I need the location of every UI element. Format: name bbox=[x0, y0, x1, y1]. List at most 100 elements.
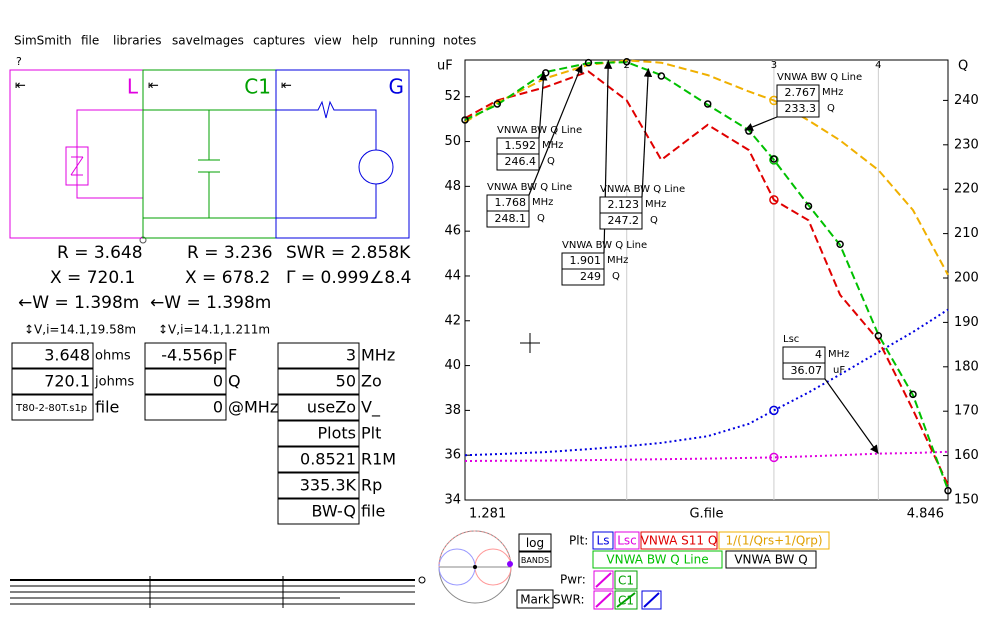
menu-item[interactable]: notes bbox=[443, 34, 476, 48]
field-value: useZo bbox=[307, 398, 356, 417]
block-arrow: ⇤ bbox=[281, 79, 292, 94]
annotation-unit: Q bbox=[650, 215, 658, 226]
field-value: Plots bbox=[318, 424, 357, 443]
y-axis-label: uF bbox=[437, 59, 453, 74]
field-unit: file bbox=[95, 398, 119, 417]
annotation-unit: uF bbox=[833, 365, 845, 376]
menu-item[interactable]: running bbox=[389, 34, 435, 48]
field-unit: ohms bbox=[95, 349, 131, 364]
help: ? bbox=[16, 55, 22, 68]
field-box[interactable] bbox=[277, 394, 360, 421]
data-point bbox=[909, 390, 917, 399]
cursor-cross bbox=[520, 333, 540, 353]
series-line bbox=[464, 59, 949, 276]
top-tick-label: 3 bbox=[771, 60, 777, 71]
field-value: 50 bbox=[336, 372, 356, 391]
field-unit: @MHz bbox=[228, 398, 278, 417]
field-box[interactable] bbox=[277, 472, 360, 499]
data-point bbox=[622, 58, 631, 66]
field-box[interactable] bbox=[11, 368, 94, 395]
annotation-unit: Q bbox=[537, 213, 545, 224]
field-box[interactable] bbox=[11, 342, 94, 369]
y-tick-label: 50 bbox=[444, 134, 461, 149]
button[interactable] bbox=[518, 551, 552, 568]
annotation-unit: MHz bbox=[828, 349, 849, 360]
readout: ←W = 1.398m bbox=[150, 293, 271, 313]
y2-tick-label: 160 bbox=[954, 448, 979, 463]
series-line bbox=[464, 61, 949, 491]
readout: Γ = 0.999∠8.4 bbox=[286, 268, 411, 288]
legend-item[interactable] bbox=[614, 531, 640, 550]
field-unit: V_ bbox=[361, 398, 381, 418]
field-unit: F bbox=[228, 346, 237, 365]
annotation-value: 233.3 bbox=[785, 102, 817, 115]
strip-panel bbox=[10, 576, 426, 608]
series-line bbox=[464, 70, 949, 486]
menu-item[interactable]: file bbox=[81, 34, 99, 48]
toggle-slash bbox=[595, 592, 612, 608]
field-box[interactable] bbox=[277, 446, 360, 473]
y2-axis-label: Q bbox=[958, 59, 968, 74]
data-point bbox=[836, 240, 844, 249]
annotation-arrow bbox=[528, 64, 583, 196]
menu-item[interactable]: help bbox=[352, 34, 378, 48]
field-box[interactable] bbox=[277, 368, 360, 395]
annotation-freq: 2.123 bbox=[608, 198, 640, 211]
y-tick-label: 52 bbox=[444, 89, 461, 104]
data-point bbox=[804, 202, 813, 210]
button[interactable] bbox=[516, 589, 554, 609]
y2-tick-label: 200 bbox=[954, 271, 979, 286]
toggle bbox=[614, 570, 638, 590]
readout: SWR = 2.858K bbox=[286, 243, 411, 263]
toggle-label: C1 bbox=[618, 594, 634, 608]
legend-item[interactable] bbox=[592, 550, 723, 569]
y-tick-label: 48 bbox=[444, 179, 461, 194]
x-tick-label: 1.281 bbox=[469, 507, 506, 522]
field-box[interactable] bbox=[277, 420, 360, 447]
button-label: log bbox=[526, 536, 544, 550]
legend-item[interactable] bbox=[718, 531, 830, 550]
readout: X = 720.1 bbox=[50, 268, 135, 288]
toggle-slash bbox=[643, 592, 660, 608]
y2-tick-label: 230 bbox=[954, 137, 979, 152]
cursor-marker bbox=[769, 452, 779, 463]
field-unit: Q bbox=[228, 372, 241, 391]
field-box[interactable] bbox=[11, 394, 94, 421]
legend-item[interactable] bbox=[725, 550, 817, 569]
annotation-arrow bbox=[538, 71, 548, 139]
block-label: C1 bbox=[244, 75, 271, 99]
field-unit: johms bbox=[94, 375, 134, 390]
menu-item[interactable]: SimSmith bbox=[14, 34, 72, 48]
legend-label: VNWA BW Q bbox=[734, 553, 807, 567]
field-unit: Plt bbox=[361, 424, 381, 443]
y2-tick-label: 150 bbox=[954, 493, 979, 508]
annotation-unit: Q bbox=[612, 271, 620, 282]
field-box[interactable] bbox=[144, 394, 227, 421]
block-label: L bbox=[127, 75, 139, 99]
field-box[interactable] bbox=[144, 342, 227, 369]
y2-tick-label: 240 bbox=[954, 93, 979, 108]
button[interactable] bbox=[518, 533, 552, 552]
annotation-freq: 2.767 bbox=[785, 86, 817, 99]
field-unit: R1M bbox=[361, 450, 396, 469]
legend-item[interactable] bbox=[640, 531, 718, 550]
y-tick-label: 46 bbox=[444, 224, 461, 239]
field-box[interactable] bbox=[144, 368, 227, 395]
control-label: Plt: bbox=[569, 534, 588, 548]
menu-item[interactable]: saveImages bbox=[172, 34, 244, 48]
y-tick-label: 40 bbox=[444, 358, 461, 373]
field-box[interactable] bbox=[277, 498, 360, 525]
data-point bbox=[461, 116, 469, 124]
menu-item[interactable]: view bbox=[314, 34, 342, 48]
legend-item[interactable] bbox=[592, 531, 614, 550]
annotation-value: 36.07 bbox=[791, 364, 823, 377]
field-box[interactable] bbox=[277, 342, 360, 369]
menu-item[interactable]: libraries bbox=[113, 34, 161, 48]
data-point bbox=[770, 155, 778, 163]
field-unit: MHz bbox=[361, 346, 395, 365]
field-value: 0 bbox=[213, 398, 223, 417]
menu-item[interactable]: captures bbox=[253, 34, 305, 48]
field-value: 335.3K bbox=[300, 476, 357, 495]
field-value: -4.556p bbox=[161, 346, 223, 365]
button-label: Mark bbox=[520, 593, 550, 607]
